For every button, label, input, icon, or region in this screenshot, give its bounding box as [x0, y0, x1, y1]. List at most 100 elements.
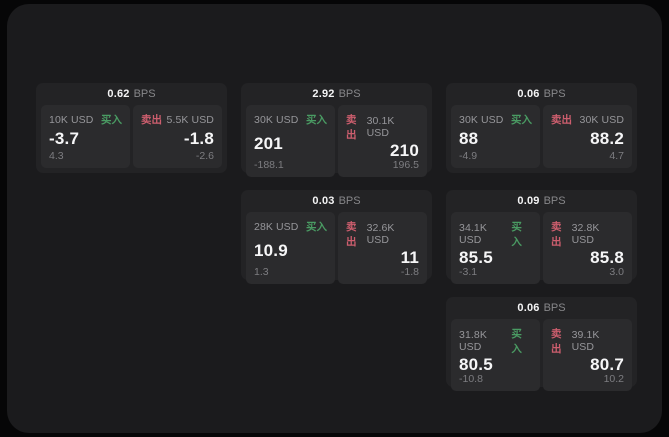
- quote-panels: 10K USD 买入 -3.7 4.3 卖出 5.5K USD -1.8 -2.…: [41, 105, 222, 168]
- bps-value: 0.09: [517, 195, 540, 207]
- card-header: 2.92 BPS: [246, 83, 427, 105]
- buy-quote-panel[interactable]: 28K USD 买入 10.9 1.3: [246, 212, 335, 284]
- buy-price: 85.5: [459, 248, 493, 267]
- sell-quote-panel[interactable]: 卖出 32.8K USD 85.8 3.0: [543, 212, 632, 284]
- buy-price: 88: [459, 129, 479, 148]
- sell-panel-top: 卖出 5.5K USD: [141, 112, 214, 127]
- buy-tag: 买入: [511, 221, 522, 248]
- sell-notional: 32.8K USD: [571, 222, 600, 246]
- bps-value: 0.03: [312, 195, 335, 207]
- quote-panels: 30K USD 买入 201 -188.1 卖出 30.1K USD 210 1…: [246, 105, 427, 177]
- sell-quote-panel[interactable]: 卖出 39.1K USD 80.7 10.2: [543, 319, 632, 391]
- buy-price: 80.5: [459, 355, 493, 374]
- quote-panels: 34.1K USD 买入 85.5 -3.1 卖出 32.8K USD 85.8…: [451, 212, 632, 284]
- buy-panel-top: 30K USD 买入: [254, 112, 327, 127]
- quote-cards-grid: 0.62 BPS 10K USD 买入 -3.7 4.3 卖出 5.5K USD…: [36, 83, 637, 391]
- sell-panel-top: 卖出 30K USD: [551, 112, 624, 127]
- sell-price: -1.8: [183, 129, 214, 148]
- bps-value: 0.06: [517, 88, 540, 100]
- bps-unit-label: BPS: [338, 195, 361, 207]
- quote-panels: 30K USD 买入 88 -4.9 卖出 30K USD 88.2 4.7: [451, 105, 632, 168]
- buy-tag: 买入: [511, 328, 522, 355]
- bps-value: 2.92: [312, 88, 335, 100]
- bps-unit-label: BPS: [543, 302, 566, 314]
- buy-sub-value: 1.3: [254, 266, 269, 278]
- sell-price: 11: [400, 248, 419, 267]
- buy-panel-top: 34.1K USD 买入: [459, 219, 532, 249]
- buy-quote-panel[interactable]: 10K USD 买入 -3.7 4.3: [41, 105, 130, 168]
- quote-card: 0.03 BPS 28K USD 买入 10.9 1.3 卖出 32.6K US…: [241, 190, 432, 284]
- buy-notional: 30K USD: [254, 113, 299, 126]
- sell-quote-panel[interactable]: 卖出 32.6K USD 11 -1.8: [338, 212, 427, 284]
- buy-quote-panel[interactable]: 34.1K USD 买入 85.5 -3.1: [451, 212, 540, 284]
- sell-panel-top: 卖出 39.1K USD: [551, 326, 624, 356]
- buy-panel-top: 10K USD 买入: [49, 112, 122, 127]
- bps-unit-label: BPS: [338, 88, 361, 100]
- buy-price: 10.9: [254, 240, 288, 260]
- card-header: 0.06 BPS: [451, 83, 632, 105]
- buy-quote-panel[interactable]: 30K USD 买入 201 -188.1: [246, 105, 335, 177]
- sell-tag: 卖出: [346, 114, 357, 141]
- bps-value: 0.62: [107, 88, 130, 100]
- sell-notional: 32.6K USD: [366, 222, 395, 246]
- buy-notional: 34.1K USD: [459, 222, 487, 246]
- quote-card: 0.06 BPS 31.8K USD 买入 80.5 -10.8 卖出 39.1…: [446, 297, 637, 391]
- sell-sub-value: -1.8: [400, 266, 419, 278]
- sell-notional: 39.1K USD: [571, 329, 600, 353]
- buy-quote-panel[interactable]: 31.8K USD 买入 80.5 -10.8: [451, 319, 540, 391]
- buy-notional: 31.8K USD: [459, 329, 487, 353]
- sell-notional: 30K USD: [579, 113, 624, 126]
- sell-panel-top: 卖出 30.1K USD: [346, 112, 419, 142]
- buy-quote-panel[interactable]: 30K USD 买入 88 -4.9: [451, 105, 540, 168]
- quote-card: 0.09 BPS 34.1K USD 买入 85.5 -3.1 卖出 32.8K…: [446, 190, 637, 284]
- sell-tag: 卖出: [141, 114, 162, 126]
- sell-price: 85.8: [590, 248, 624, 267]
- sell-panel-top: 卖出 32.8K USD: [551, 219, 624, 249]
- buy-sub-value: -4.9: [459, 150, 478, 162]
- bps-unit-label: BPS: [543, 195, 566, 207]
- sell-quote-panel[interactable]: 卖出 30.1K USD 210 196.5: [338, 105, 427, 177]
- sell-sub-value: -2.6: [195, 150, 214, 162]
- buy-panel-top: 30K USD 买入: [459, 112, 532, 127]
- sell-quote-panel[interactable]: 卖出 5.5K USD -1.8 -2.6: [133, 105, 222, 168]
- sell-sub-value: 3.0: [609, 266, 624, 278]
- buy-panel-top: 31.8K USD 买入: [459, 326, 532, 356]
- quote-card: 0.06 BPS 30K USD 买入 88 -4.9 卖出 30K USD 8…: [446, 83, 637, 173]
- sell-tag: 卖出: [346, 221, 357, 248]
- buy-notional: 10K USD: [49, 113, 94, 126]
- quote-panels: 28K USD 买入 10.9 1.3 卖出 32.6K USD 11 -1.8: [246, 212, 427, 284]
- sell-notional: 30.1K USD: [366, 115, 395, 139]
- card-header: 0.06 BPS: [451, 297, 632, 319]
- sell-tag: 卖出: [551, 221, 562, 248]
- buy-price: 201: [254, 133, 283, 153]
- buy-tag: 买入: [306, 114, 327, 126]
- sell-price: 210: [390, 141, 419, 160]
- sell-tag: 卖出: [551, 328, 562, 355]
- bps-unit-label: BPS: [133, 88, 156, 100]
- bps-unit-label: BPS: [543, 88, 566, 100]
- buy-sub-value: 4.3: [49, 150, 64, 162]
- buy-sub-value: -188.1: [254, 159, 284, 171]
- buy-panel-top: 28K USD 买入: [254, 219, 327, 234]
- card-header: 0.03 BPS: [246, 190, 427, 212]
- buy-price: -3.7: [49, 129, 80, 148]
- sell-sub-value: 4.7: [609, 150, 624, 162]
- buy-sub-value: -10.8: [459, 373, 483, 385]
- buy-notional: 28K USD: [254, 220, 299, 233]
- sell-panel-top: 卖出 32.6K USD: [346, 219, 419, 249]
- card-header: 0.09 BPS: [451, 190, 632, 212]
- quote-card: 2.92 BPS 30K USD 买入 201 -188.1 卖出 30.1K …: [241, 83, 432, 177]
- buy-tag: 买入: [101, 114, 122, 126]
- quote-card: 0.62 BPS 10K USD 买入 -3.7 4.3 卖出 5.5K USD…: [36, 83, 227, 173]
- sell-sub-value: 10.2: [603, 373, 624, 385]
- sell-tag: 卖出: [551, 114, 572, 126]
- bps-value: 0.06: [517, 302, 540, 314]
- sell-notional: 5.5K USD: [166, 113, 214, 126]
- buy-sub-value: -3.1: [459, 266, 478, 278]
- sell-price: 80.7: [590, 355, 624, 374]
- buy-tag: 买入: [306, 221, 327, 233]
- sell-price: 88.2: [590, 129, 624, 148]
- card-header: 0.62 BPS: [41, 83, 222, 105]
- sell-quote-panel[interactable]: 卖出 30K USD 88.2 4.7: [543, 105, 632, 168]
- quote-panels: 31.8K USD 买入 80.5 -10.8 卖出 39.1K USD 80.…: [451, 319, 632, 391]
